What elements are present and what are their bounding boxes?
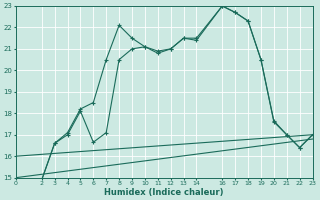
X-axis label: Humidex (Indice chaleur): Humidex (Indice chaleur) bbox=[105, 188, 224, 197]
